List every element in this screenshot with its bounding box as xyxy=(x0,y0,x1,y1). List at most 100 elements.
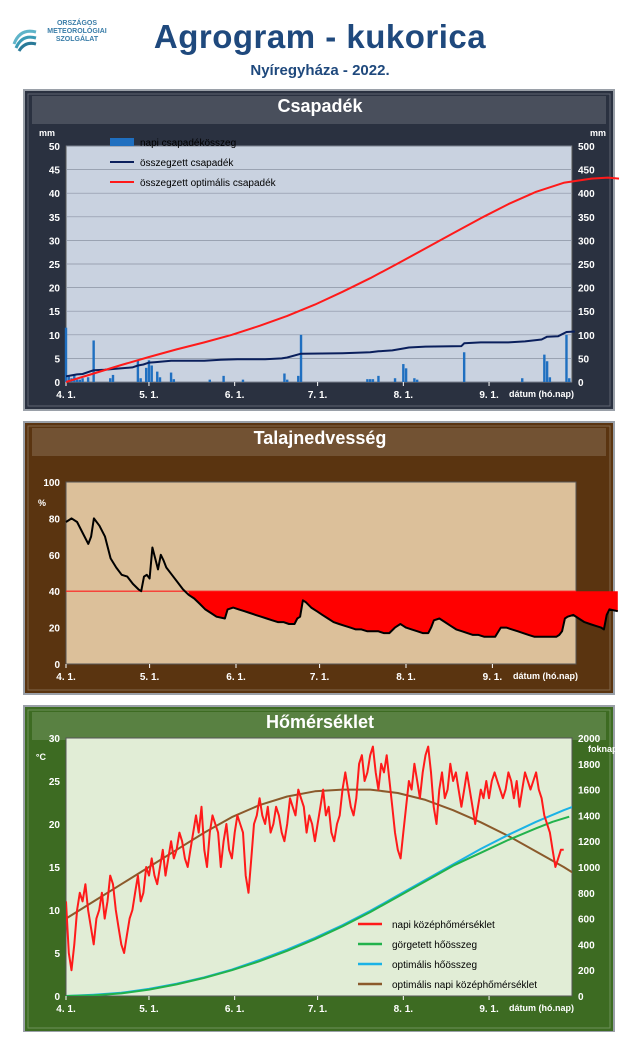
x-tick-label: 8. 1. xyxy=(396,672,416,683)
y2-tick-label: 1600 xyxy=(578,786,601,797)
series-group xyxy=(66,745,572,996)
x-tick-label: 6. 1. xyxy=(226,672,246,683)
precip-bar xyxy=(462,352,466,382)
y-tick-label: 50 xyxy=(49,142,61,153)
deficit-area xyxy=(188,591,618,637)
y-tick-label: 20 xyxy=(49,820,61,831)
panel-inner-border xyxy=(27,425,611,691)
y2-tick-label: 0 xyxy=(578,992,584,1003)
title-strip xyxy=(32,96,606,124)
legend-label: optimális hőösszeg xyxy=(392,960,477,971)
x-tick-label: 4. 1. xyxy=(56,672,76,683)
precip-bar xyxy=(548,377,552,382)
soil-moisture-chart: Talajnedvesség 0 20 40 60 80 100 4. 1. 5. 1. 6. 1… xyxy=(23,421,619,695)
precip-bar xyxy=(415,379,419,382)
precip-bar xyxy=(92,340,95,382)
x-axis-label: dátum (hó.nap) xyxy=(513,671,578,681)
precip-bar xyxy=(172,379,176,382)
precip-bar xyxy=(147,360,151,382)
x-axis-label: dátum (hó.nap) xyxy=(509,389,574,399)
precipitation-chart: Csapadék05101520253035404550050100150200… xyxy=(23,89,620,411)
legend-label: összegzett optimális csapadék xyxy=(140,178,277,189)
precip-bar xyxy=(568,378,571,382)
y-tick-label: 25 xyxy=(49,260,61,271)
chart-title: Hőmérséklet xyxy=(266,712,374,732)
x-tick-label: 7. 1. xyxy=(308,1004,328,1015)
precip-bar xyxy=(521,378,524,382)
y2-tick-label: 600 xyxy=(578,915,595,926)
precip-bar xyxy=(377,375,380,382)
y2-tick-label: 400 xyxy=(578,189,595,200)
y-tick-label: 60 xyxy=(49,551,61,562)
x-tick-label: 6. 1. xyxy=(225,390,245,401)
precip-bar xyxy=(241,379,245,382)
rolling-heat-sum-line xyxy=(66,815,570,996)
y-tick-label: 20 xyxy=(49,624,61,635)
y-tick-label: 20 xyxy=(49,284,61,295)
y-axis-unit-right: mm xyxy=(590,128,606,138)
y2-tick-label: 100 xyxy=(578,331,595,342)
legend-label: optimális napi középhőmérséklet xyxy=(392,980,537,991)
y-tick-label: 30 xyxy=(49,734,61,745)
precipitation-panel: Csapadék 0 5 10 15 20 25 30 35 40 45 50 0 50 100 150 200… xyxy=(0,86,640,412)
legend-label: görgetett hőösszeg xyxy=(392,940,477,951)
y-tick-label: 5 xyxy=(54,354,60,365)
plot-area xyxy=(65,481,577,665)
precip-bar xyxy=(64,327,68,382)
x-tick-label: 7. 1. xyxy=(310,672,330,683)
x-tick-label: 9. 1. xyxy=(479,1004,499,1015)
precip-bar xyxy=(81,378,84,382)
y2-tick-label: 800 xyxy=(578,889,595,900)
precip-bar xyxy=(109,378,112,382)
omsz-logo: ORSZÁGOS METEOROLÓGIAI SZOLGÁLAT xyxy=(10,20,120,60)
y-tick-label: 0 xyxy=(54,378,60,389)
precip-bar xyxy=(371,379,375,382)
y-axis-unit-right: foknap xyxy=(588,744,618,754)
precip-bar xyxy=(169,372,173,382)
logo-line: ORSZÁGOS xyxy=(56,20,98,27)
x-tick-label: 8. 1. xyxy=(394,1004,414,1015)
y-tick-label: 15 xyxy=(49,863,61,874)
y-tick-label: 0 xyxy=(54,992,60,1003)
precip-bar xyxy=(222,375,225,382)
y-tick-label: 0 xyxy=(54,660,60,671)
precip-bar xyxy=(75,379,79,382)
soil-moisture-line xyxy=(65,517,619,638)
legend-label: napi középhőmérséklet xyxy=(392,920,495,931)
y-axis-unit: % xyxy=(38,498,46,508)
legend-swatch-bar xyxy=(110,138,134,146)
page-header: ORSZÁGOS METEOROLÓGIAI SZOLGÁLAT Agrogra… xyxy=(0,0,640,86)
y-tick-label: 40 xyxy=(49,189,61,200)
legend-label: napi csapadékösszeg xyxy=(140,138,236,149)
precip-bar xyxy=(208,379,211,382)
y-axis-unit-left: °C xyxy=(36,752,47,762)
precip-bar xyxy=(158,377,162,382)
precip-bar xyxy=(78,379,82,382)
logo-text: ORSZÁGOS METEOROLÓGIAI SZOLGÁLAT xyxy=(42,20,112,44)
cumulative-precip-line xyxy=(65,330,575,378)
x-axis-label: dátum (hó.nap) xyxy=(509,1003,574,1013)
y2-tick-label: 300 xyxy=(578,236,595,247)
x-tick-label: 9. 1. xyxy=(479,390,499,401)
panel-inner-border xyxy=(27,93,611,407)
precip-bar xyxy=(543,354,546,382)
y2-tick-label: 400 xyxy=(578,940,595,951)
y-tick-label: 30 xyxy=(49,236,61,247)
y2-tick-label: 1200 xyxy=(578,837,601,848)
temperature-panel: Hőmérséklet 0 5 10 15 20 25 30 0 200 400 600 800 1000… xyxy=(0,702,640,1032)
y2-tick-label: 0 xyxy=(578,378,584,389)
y-tick-label: 35 xyxy=(49,213,61,224)
y2-tick-label: 200 xyxy=(578,966,595,977)
chart-title: Csapadék xyxy=(277,96,363,116)
x-tick-label: 4. 1. xyxy=(56,390,76,401)
x-tick-label: 6. 1. xyxy=(225,1004,245,1015)
precip-bar xyxy=(565,334,568,382)
page-subtitle: Nyíregyháza - 2022. xyxy=(250,62,390,79)
y2-tick-label: 450 xyxy=(578,166,595,177)
precip-bar xyxy=(86,377,90,382)
precip-bar xyxy=(299,334,303,382)
title-strip xyxy=(32,428,606,456)
x-tick-label: 8. 1. xyxy=(394,390,414,401)
y-tick-label: 80 xyxy=(49,514,61,525)
precip-bar xyxy=(413,378,416,382)
